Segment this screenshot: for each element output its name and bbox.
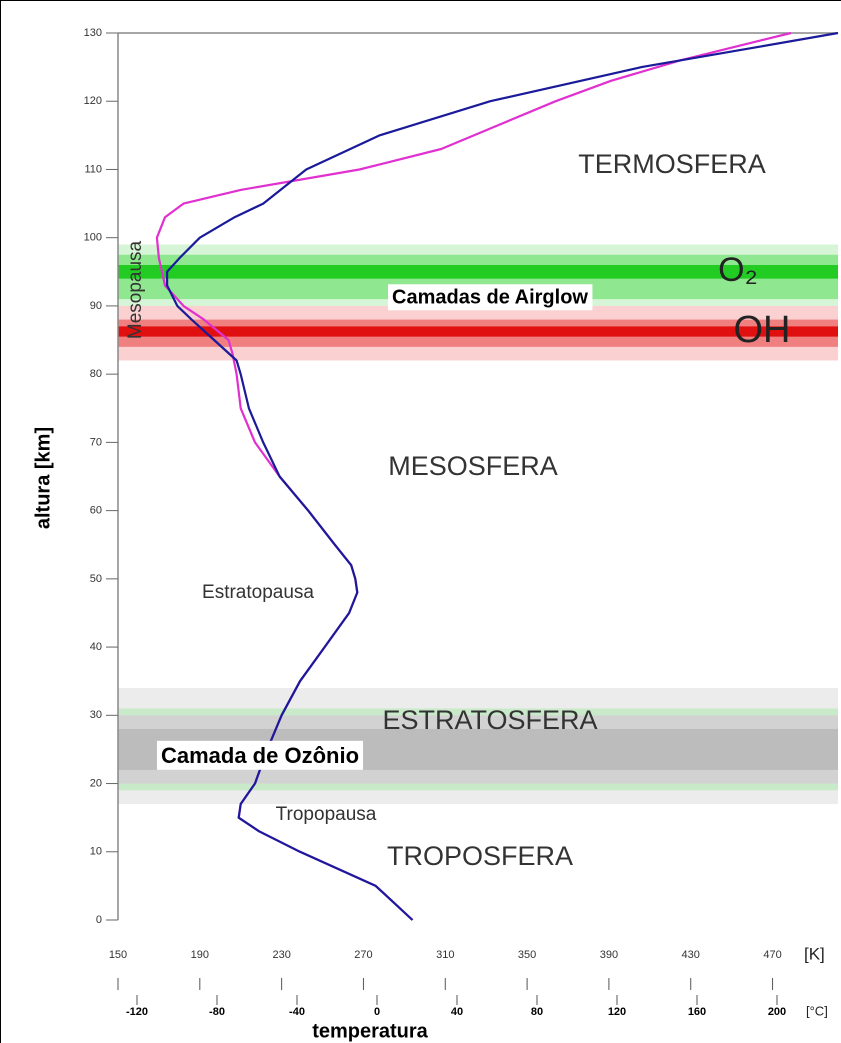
y-tick-label: 90 bbox=[90, 300, 102, 312]
y-tick-label: 30 bbox=[90, 709, 102, 721]
y-tick-label: 60 bbox=[90, 505, 102, 517]
y-tick-label: 50 bbox=[90, 573, 102, 585]
y-tick-label: 70 bbox=[90, 436, 102, 448]
band bbox=[118, 264, 838, 279]
y-tick-label: 110 bbox=[84, 163, 102, 175]
x2-tick-label: 80 bbox=[531, 1006, 543, 1018]
x2-tick-label: 160 bbox=[688, 1006, 706, 1018]
x2-unit: [°C] bbox=[806, 1003, 828, 1018]
label-airglow: Camadas de Airglow bbox=[392, 286, 588, 308]
label-mesosfera: MESOSFERA bbox=[388, 451, 558, 481]
x2-tick-label: -120 bbox=[126, 1006, 148, 1018]
y-axis-label: altura [km] bbox=[32, 427, 54, 529]
label-mesopausa: Mesopausa bbox=[125, 240, 146, 339]
x2-tick-label: 0 bbox=[374, 1006, 380, 1018]
x-tick-label: 430 bbox=[682, 949, 700, 961]
y-tick-label: 80 bbox=[90, 368, 102, 380]
x-tick-label: 190 bbox=[191, 949, 209, 961]
label-troposfera: TROPOSFERA bbox=[387, 841, 573, 871]
x-tick-label: 350 bbox=[518, 949, 536, 961]
x-tick-label: 230 bbox=[272, 949, 290, 961]
annotations: TERMOSFERA O₂ Camadas de Airglow OH Meso… bbox=[32, 149, 828, 1042]
x-tick-label: 390 bbox=[600, 949, 618, 961]
x-tick-label: 270 bbox=[354, 949, 372, 961]
axes: 0 10 20 30 40 50 60 70 80 90 100 110 120 130 150 190 230… bbox=[84, 27, 838, 1018]
x2-tick-label: -40 bbox=[289, 1006, 305, 1018]
y-tick-label: 40 bbox=[90, 641, 102, 653]
label-estratopausa: Estratopausa bbox=[202, 582, 314, 603]
x-tick-label: 150 bbox=[109, 949, 127, 961]
temperature-line bbox=[166, 31, 839, 921]
x-tick-label: 310 bbox=[436, 949, 454, 961]
x-tick-label: 470 bbox=[763, 949, 781, 961]
label-termosfera: TERMOSFERA bbox=[578, 149, 766, 179]
x2-tick-label: -80 bbox=[209, 1006, 225, 1018]
lines bbox=[155, 31, 839, 921]
label-background bbox=[388, 284, 593, 311]
x-unit: [K] bbox=[804, 944, 825, 963]
y-tick-label: 100 bbox=[84, 232, 102, 244]
label-tropopausa: Tropopausa bbox=[276, 804, 377, 825]
label-oh: OH bbox=[734, 309, 791, 351]
y-tick-label: 0 bbox=[96, 914, 102, 926]
y-tick-label: 120 bbox=[84, 95, 102, 107]
label-estratosfera: ESTRATOSFERA bbox=[382, 705, 597, 735]
band bbox=[118, 326, 838, 337]
y-tick-label: 10 bbox=[90, 846, 102, 858]
label-o2: O₂ bbox=[718, 251, 758, 289]
label-background bbox=[156, 740, 364, 770]
label-ozonio: Camada de Ozônio bbox=[161, 743, 359, 768]
x2-tick-label: 200 bbox=[768, 1006, 786, 1018]
y-tick-label: 20 bbox=[90, 777, 102, 789]
x2-tick-label: 40 bbox=[451, 1006, 463, 1018]
x-axis-label: temperatura bbox=[312, 1020, 428, 1042]
y-tick-label: 130 bbox=[84, 27, 102, 39]
x2-tick-label: 120 bbox=[608, 1006, 626, 1018]
